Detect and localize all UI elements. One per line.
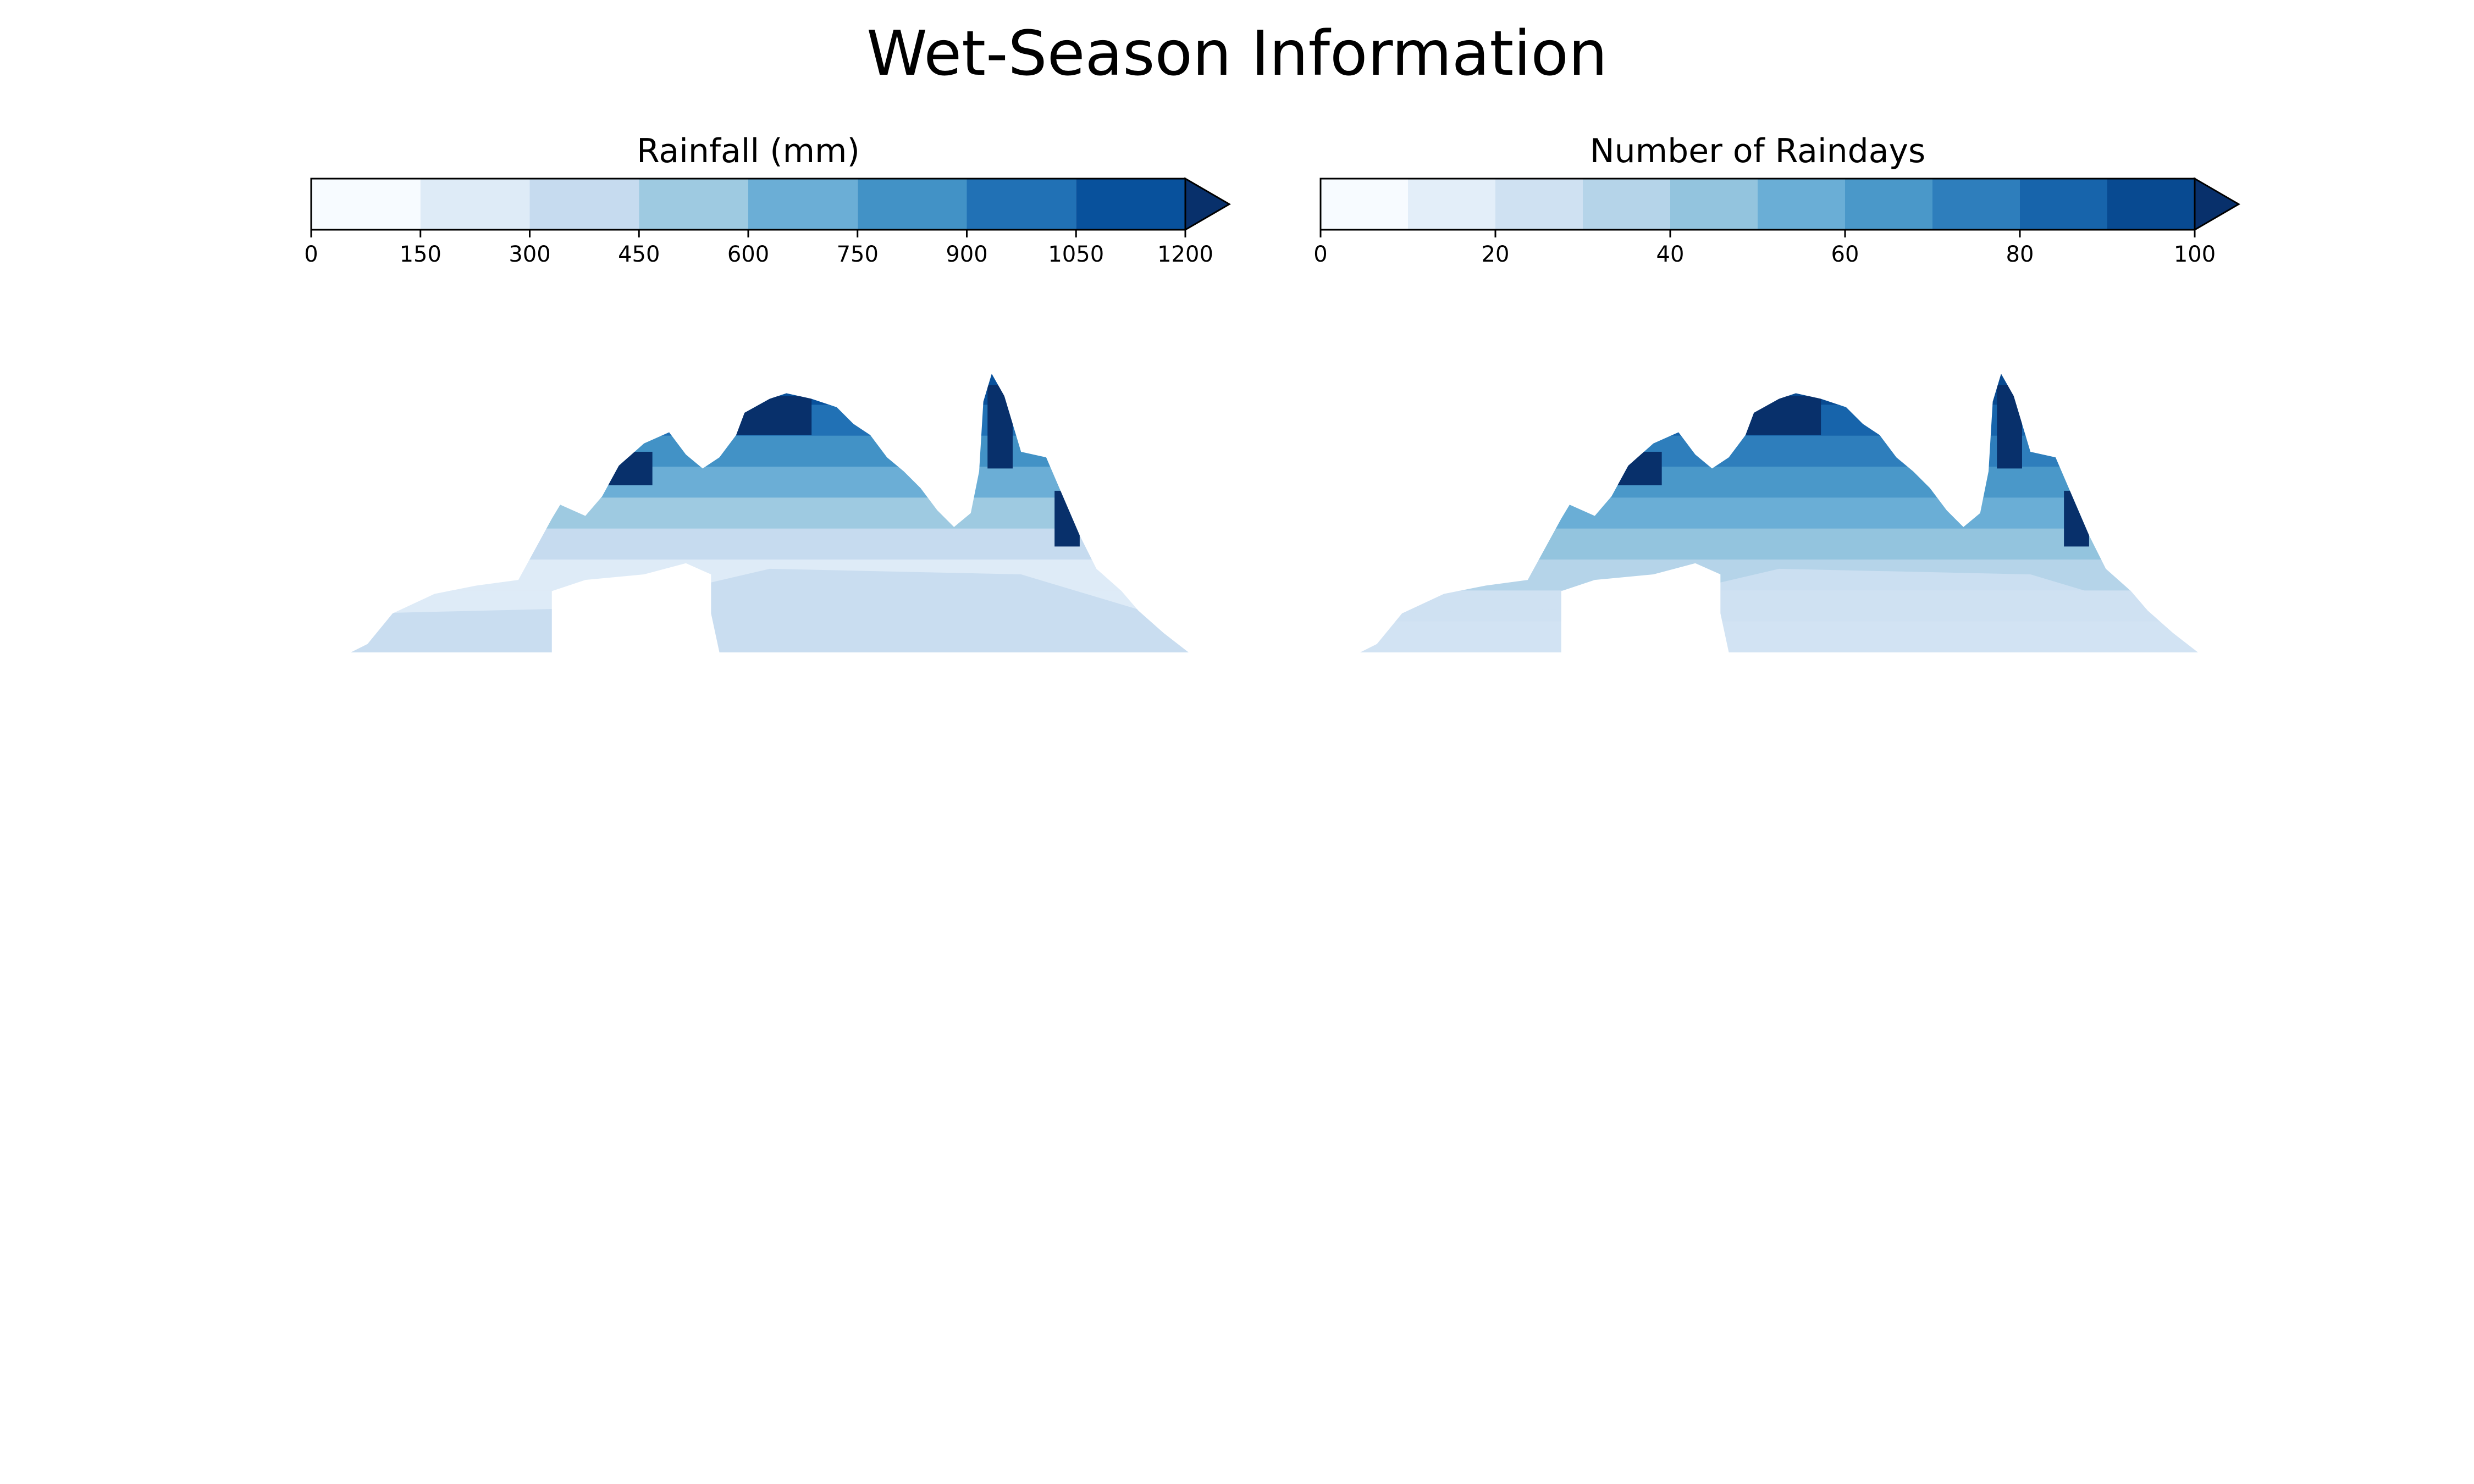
colorbar-tick-label: 40 [1656,242,1685,267]
map-hotspot [1611,451,1662,485]
colorbar-segment [639,179,748,230]
colorbar-tick-label: 60 [1831,242,1859,267]
colorbar-tick-label: 450 [618,242,660,267]
map-gap [551,563,720,652]
map-band [351,467,1189,499]
colorbar-extend-arrow [2194,177,2240,231]
map-hotspot [1737,396,1821,435]
map-hotspot [1054,490,1080,547]
colorbar-tick-label: 100 [2174,242,2216,267]
colorbar-tick-label: 20 [1482,242,1510,267]
colorbar-segment [529,179,639,230]
map-hotspot [987,385,1013,469]
map-field [1360,374,2198,652]
colorbar-tick-label: 0 [304,242,318,267]
colorbar-segment [2020,179,2107,230]
map-gap [1561,563,1729,652]
map-field [351,374,1189,652]
colorbar-tick-label: 1200 [1157,242,1213,267]
colorbar-tick-label: 300 [509,242,550,267]
map-hotspot [727,396,812,435]
colorbar-segment [1758,179,1845,230]
map-band [1360,467,2198,499]
map-hotspot [2064,490,2089,547]
figure-title: Wet-Season Information [866,18,1608,90]
panel-1: Rainfall (mm) 0 150 300 450 600 750 900 1050 1200 [304,132,1231,652]
colorbar-segment [1076,179,1185,230]
map-hotspot [1997,385,2022,469]
colorbar-tick-label: 80 [2006,242,2034,267]
map-band [351,435,1189,467]
colorbar-segment [2107,179,2195,230]
colorbar-segment [1932,179,2020,230]
map-hotspot [602,451,653,485]
colorbar-segment [1321,179,1408,230]
colorbar-tick-label: 150 [400,242,441,267]
colorbar-title: Rainfall (mm) [637,132,860,170]
colorbar-tick-label: 1050 [1048,242,1104,267]
colorbar-segment [1495,179,1583,230]
map-band [1360,435,2198,467]
colorbar-tick-label: 600 [727,242,769,267]
colorbar-extend-arrow [1184,177,1231,231]
colorbar-segment [967,179,1076,230]
colorbar-segment [311,179,421,230]
panel-2: Number of Raindays 0 20 40 60 80 100 [1313,132,2240,652]
colorbar-segment [857,179,967,230]
colorbar-segment [1670,179,1758,230]
colorbar-tick-label: 0 [1313,242,1327,267]
colorbar-segment [1583,179,1670,230]
colorbar-segment [1408,179,1495,230]
colorbar-title: Number of Raindays [1590,132,1925,170]
colorbar-segment [748,179,858,230]
colorbar-tick-label: 750 [837,242,879,267]
colorbar-segment [1845,179,1932,230]
colorbar-tick-label: 900 [946,242,987,267]
colorbar-segment [420,179,530,230]
colorbar-outline [1319,178,2196,231]
